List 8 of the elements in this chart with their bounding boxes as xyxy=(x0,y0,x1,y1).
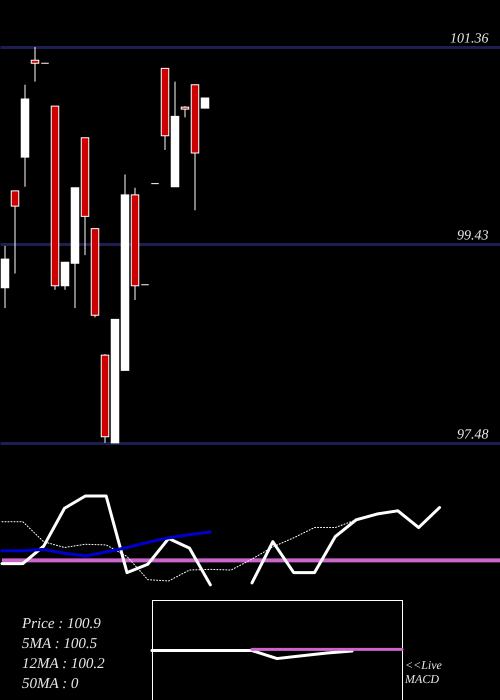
text: 5MA : 100.5 xyxy=(22,636,98,652)
y-tick-label: 97.48 xyxy=(457,427,488,442)
y-tick-label: 99.43 xyxy=(457,228,488,244)
text: 50MA : 0 xyxy=(22,676,79,692)
annotation: <<Live MACD xyxy=(404,658,443,686)
text: 12MA : 100.2 xyxy=(22,656,106,672)
text: Price : 100.9 xyxy=(21,616,102,632)
y-tick-label: 101.36 xyxy=(450,31,488,46)
